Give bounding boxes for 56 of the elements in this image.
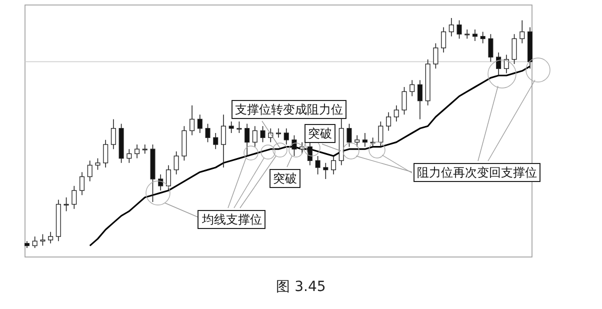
annotation: 突破 — [308, 126, 332, 140]
candlestick — [346, 123, 352, 148]
candlestick — [190, 105, 195, 136]
candlestick — [166, 164, 171, 191]
candlestick — [174, 151, 179, 175]
candlestick — [103, 140, 108, 168]
candlestick — [292, 134, 297, 156]
annotation: 均线支撑位 — [201, 212, 262, 226]
candlestick — [331, 156, 336, 175]
candlestick — [126, 148, 132, 164]
candlestick — [252, 126, 258, 148]
candlestick — [433, 42, 438, 69]
candlestick — [220, 114, 226, 168]
candlestick — [394, 105, 399, 122]
candlestick — [48, 232, 54, 244]
candlestick — [197, 114, 202, 134]
candlestick — [64, 197, 69, 212]
candlestick — [456, 20, 462, 40]
candlestick — [80, 172, 85, 196]
candlestick — [260, 126, 266, 143]
candlestick — [236, 121, 242, 134]
candlestick — [488, 34, 494, 62]
candlestick — [417, 80, 422, 120]
text: 图 3.45 — [276, 279, 326, 295]
annotation: 阻力位再次变回支撑位 — [417, 166, 537, 180]
candlestick — [354, 134, 360, 148]
candlestick — [213, 132, 218, 150]
candlestick — [496, 52, 502, 76]
candlestick — [134, 144, 140, 159]
candlestick — [205, 123, 210, 143]
candlestick — [441, 26, 446, 53]
candlestick — [410, 80, 415, 97]
candlestick — [362, 132, 368, 148]
candlestick — [323, 162, 328, 180]
candlestick — [158, 174, 164, 191]
annotation: 支撑位转变成阻力位 — [235, 102, 343, 116]
candlestick — [512, 34, 517, 64]
candlestick — [284, 128, 289, 145]
candlestick — [142, 144, 148, 154]
candlestick — [40, 234, 46, 246]
candlestick — [480, 31, 486, 44]
candlestick — [504, 54, 509, 74]
annotation: 突破 — [273, 172, 297, 186]
candlestick — [276, 128, 282, 138]
candlestick — [110, 118, 116, 150]
candlestick — [315, 156, 320, 175]
candlestick — [72, 186, 77, 210]
candlestick — [448, 18, 454, 37]
candlestick — [244, 123, 250, 156]
candlestick — [32, 236, 38, 248]
candlestick — [386, 112, 392, 132]
candlestick — [520, 20, 525, 44]
candlestick — [378, 121, 384, 148]
candlestick — [95, 158, 100, 170]
candlestick — [402, 86, 407, 115]
candlestick — [87, 160, 92, 182]
